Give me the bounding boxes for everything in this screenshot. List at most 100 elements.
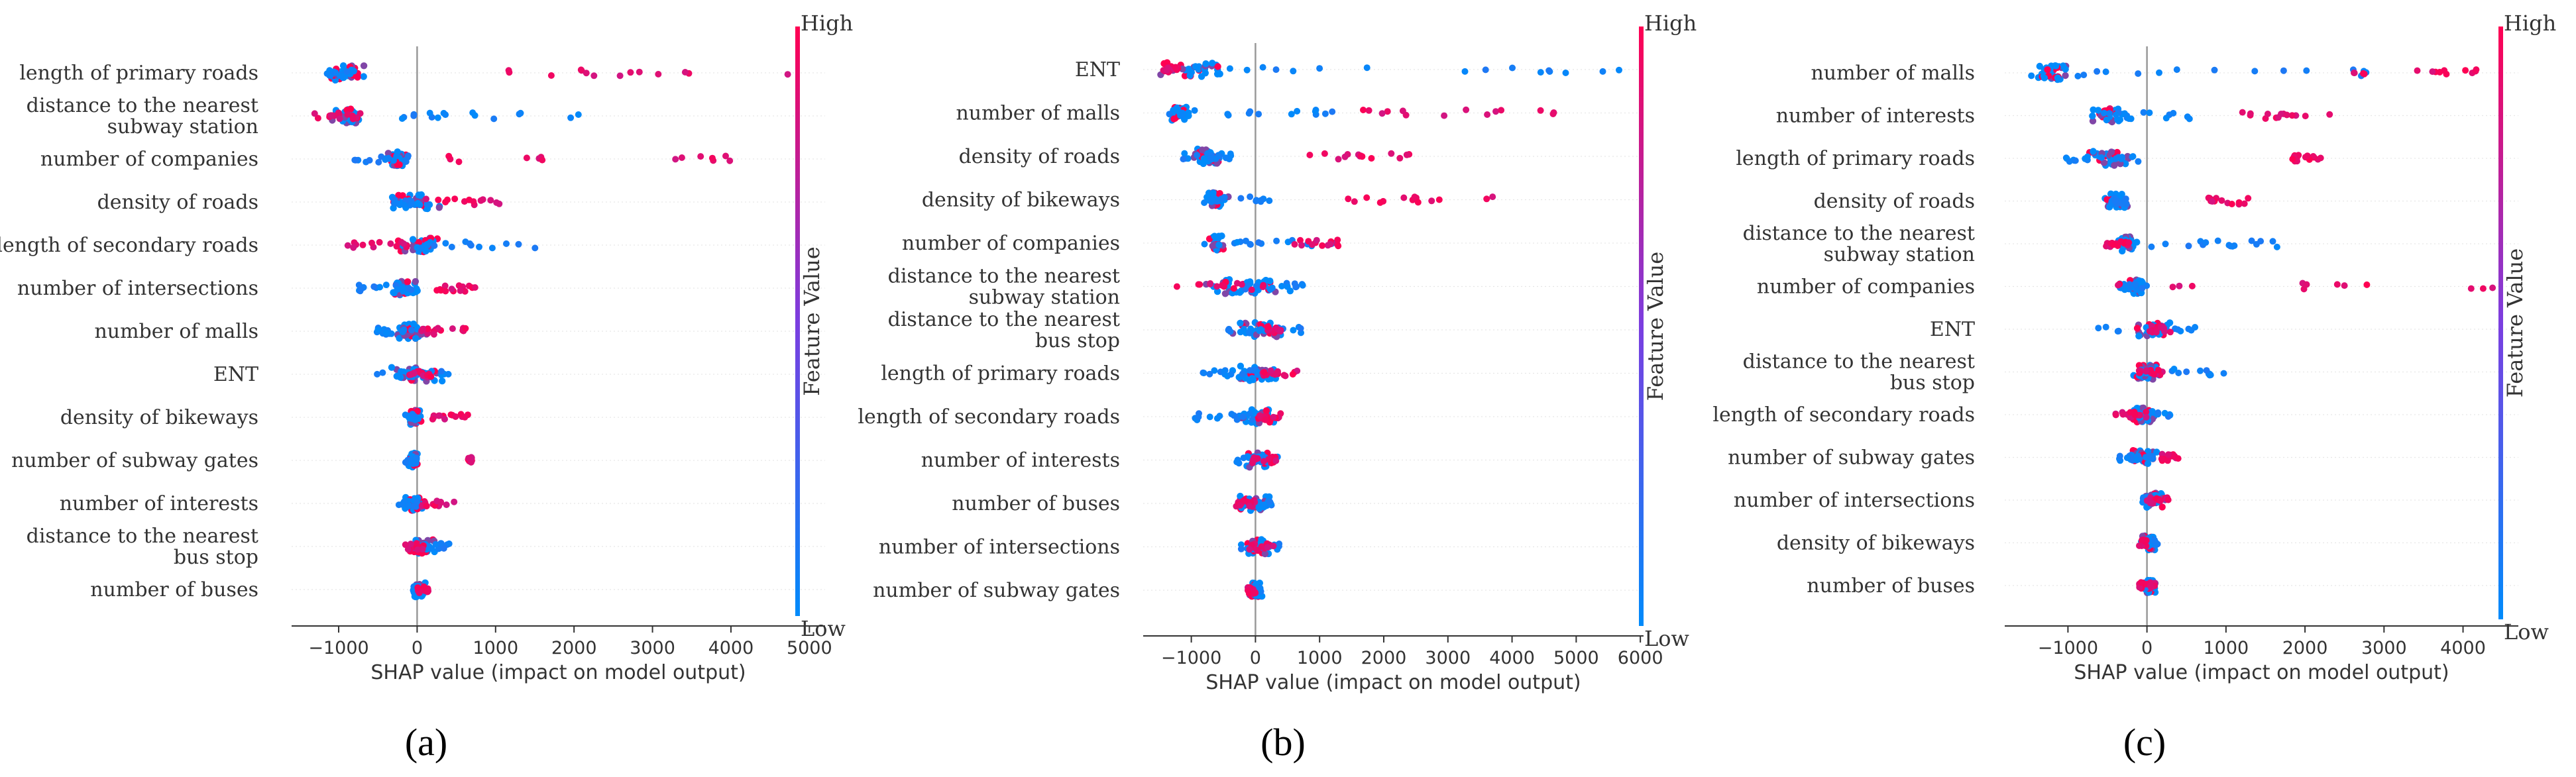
feature-label: distance to the nearest xyxy=(27,94,258,117)
shap-point xyxy=(442,111,449,119)
shap-point xyxy=(383,329,390,337)
panel-label: (b) xyxy=(1260,721,1306,764)
shap-point xyxy=(1224,111,1231,118)
shap-point xyxy=(2111,162,2118,169)
shap-point xyxy=(1211,367,1218,374)
shap-point xyxy=(441,282,449,289)
shap-point xyxy=(1345,195,1352,203)
shap-point xyxy=(412,335,420,342)
shap-point xyxy=(1428,197,1435,205)
shap-point xyxy=(1186,72,1194,79)
shap-point xyxy=(375,158,382,166)
shap-point xyxy=(1215,152,1222,159)
shap-point xyxy=(1616,66,1622,74)
shap-point xyxy=(2351,70,2358,77)
shap-point xyxy=(2098,154,2105,161)
shap-point xyxy=(1213,287,1221,295)
shap-point xyxy=(2473,66,2480,74)
shap-point xyxy=(1246,410,1253,417)
shap-point xyxy=(2112,155,2119,162)
shap-point xyxy=(442,199,449,206)
feature-label: number of interests xyxy=(60,492,258,515)
shap-point xyxy=(379,369,386,376)
shap-point xyxy=(2166,329,2174,336)
feature-label: distance to the nearest xyxy=(1743,350,1975,374)
shap-point xyxy=(1237,362,1245,370)
shap-point xyxy=(441,415,448,423)
shap-point xyxy=(400,201,408,209)
shap-point xyxy=(1237,545,1245,552)
feature-label: subway station xyxy=(107,115,258,138)
shap-point xyxy=(1297,325,1304,332)
shap-point xyxy=(467,242,475,249)
shap-point xyxy=(414,199,421,207)
shap-point xyxy=(424,325,431,333)
shap-point xyxy=(1509,64,1516,72)
shap-point xyxy=(433,287,441,294)
shap-point xyxy=(1498,107,1505,114)
shap-point xyxy=(2133,325,2141,332)
shap-point xyxy=(784,71,791,78)
shap-point xyxy=(1201,199,1208,206)
shap-point xyxy=(1363,64,1371,72)
feature-label: length of primary roads xyxy=(19,62,258,85)
shap-point xyxy=(2185,242,2192,250)
shap-point xyxy=(1549,111,1557,117)
feature-label: number of companies xyxy=(902,232,1120,255)
shap-point xyxy=(2155,409,2162,416)
shap-point xyxy=(2089,112,2096,120)
shap-point xyxy=(376,238,383,246)
shap-point xyxy=(419,546,426,553)
shap-point xyxy=(347,105,355,113)
shap-point xyxy=(465,454,472,462)
shap-point xyxy=(2140,109,2147,116)
shap-point xyxy=(360,62,368,70)
shap-point xyxy=(2161,409,2168,417)
shap-point xyxy=(1327,240,1334,248)
shap-point xyxy=(2090,148,2097,155)
shap-point xyxy=(1180,156,1187,163)
shap-point xyxy=(420,325,427,333)
feature-label: length of secondary roads xyxy=(1712,403,1975,427)
shap-point xyxy=(493,199,500,206)
shap-point xyxy=(1215,241,1223,249)
shap-point xyxy=(1237,329,1244,336)
shap-point xyxy=(506,69,513,76)
shap-point xyxy=(1225,325,1233,333)
shap-point xyxy=(2090,106,2097,113)
shap-point xyxy=(1181,72,1189,79)
shap-point xyxy=(2184,113,2191,121)
shap-point xyxy=(2146,328,2153,335)
shap-point xyxy=(344,242,351,249)
shap-point xyxy=(1213,197,1221,205)
shap-point xyxy=(435,196,442,203)
colorbar-title: Feature Value xyxy=(799,246,824,395)
shap-point xyxy=(355,282,363,289)
shap-point xyxy=(2044,66,2051,74)
shap-point xyxy=(2125,115,2133,123)
shap-point xyxy=(392,199,399,207)
shap-point xyxy=(1260,458,1267,465)
shap-point xyxy=(1298,242,1305,249)
shap-point xyxy=(1313,236,1320,244)
feature-label: number of malls xyxy=(94,320,258,343)
shap-point xyxy=(423,241,430,248)
shap-point xyxy=(2072,157,2079,164)
shap-point xyxy=(399,192,406,199)
colorbar-high-label: High xyxy=(1644,11,1697,36)
shap-point xyxy=(1335,156,1342,163)
feature-label: number of intersections xyxy=(1734,489,1975,512)
shap-point xyxy=(1260,369,1268,376)
shap-point xyxy=(2164,451,2172,458)
shap-point xyxy=(2220,370,2227,377)
shap-point xyxy=(408,286,415,293)
shap-point xyxy=(2239,109,2246,116)
feature-label: ENT xyxy=(1075,58,1120,81)
x-tick-label: 3000 xyxy=(630,638,675,658)
shap-point xyxy=(1363,194,1371,201)
shap-point xyxy=(567,114,575,121)
shap-point xyxy=(2251,68,2259,75)
shap-point xyxy=(636,68,643,76)
shap-point xyxy=(1399,107,1406,115)
shap-point xyxy=(429,415,436,423)
